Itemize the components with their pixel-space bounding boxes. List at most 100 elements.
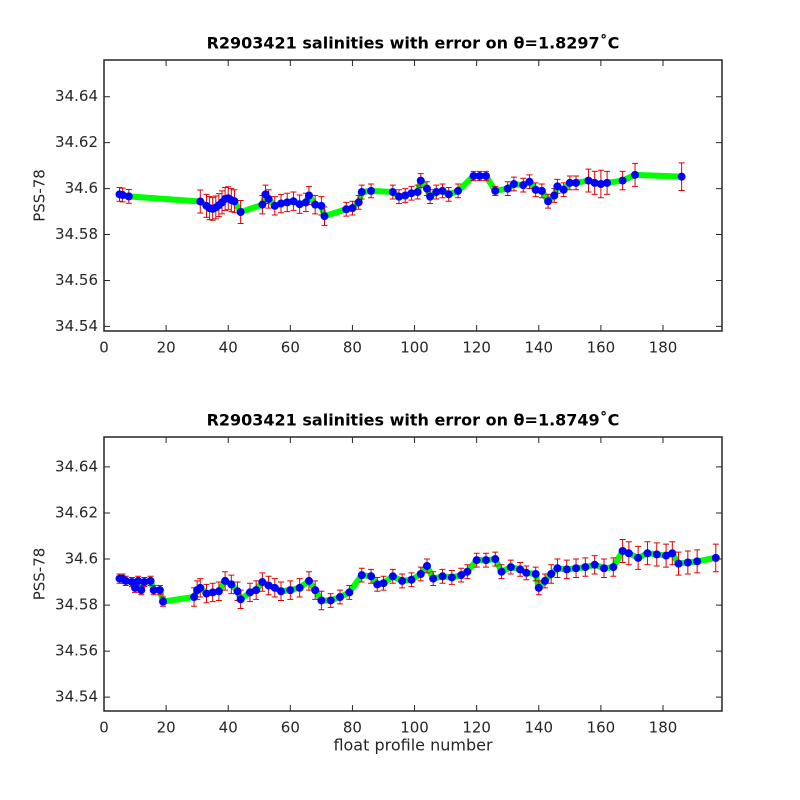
x-tick-label: 0 bbox=[99, 719, 109, 737]
marker bbox=[277, 199, 286, 208]
marker bbox=[674, 559, 683, 568]
marker bbox=[581, 563, 590, 572]
marker bbox=[336, 593, 345, 602]
marker bbox=[227, 580, 236, 589]
marker bbox=[565, 178, 574, 187]
marker bbox=[124, 192, 133, 201]
x-tick-label: 80 bbox=[343, 339, 362, 357]
marker bbox=[304, 576, 313, 585]
marker bbox=[367, 572, 376, 581]
marker bbox=[264, 581, 273, 590]
x-axis-label: float profile number bbox=[333, 736, 493, 755]
marker bbox=[258, 200, 267, 209]
x-tick-label: 60 bbox=[281, 719, 300, 737]
marker bbox=[469, 171, 478, 180]
marker bbox=[304, 191, 313, 200]
marker bbox=[432, 188, 441, 197]
marker bbox=[134, 576, 143, 585]
marker bbox=[311, 586, 320, 595]
marker bbox=[497, 567, 506, 576]
marker bbox=[553, 182, 562, 191]
chart-title: R2903421 salinities with error on θ=1.82… bbox=[207, 34, 620, 53]
marker bbox=[289, 197, 298, 206]
marker bbox=[562, 565, 571, 574]
marker bbox=[252, 586, 261, 595]
marker bbox=[544, 197, 553, 206]
marker bbox=[590, 560, 599, 569]
marker bbox=[326, 596, 335, 605]
marker bbox=[131, 583, 140, 592]
x-tick-label: 40 bbox=[219, 719, 238, 737]
y-tick-label: 34.64 bbox=[55, 87, 98, 105]
marker bbox=[426, 192, 435, 201]
marker bbox=[146, 576, 155, 585]
marker bbox=[413, 188, 422, 197]
marker bbox=[416, 176, 425, 185]
marker bbox=[444, 190, 453, 199]
marker bbox=[599, 564, 608, 573]
marker bbox=[221, 576, 230, 585]
marker bbox=[345, 588, 354, 597]
marker bbox=[509, 180, 518, 189]
marker bbox=[531, 570, 540, 578]
y-axis-label: PSS-78 bbox=[31, 169, 49, 222]
marker bbox=[270, 201, 279, 210]
marker bbox=[553, 564, 562, 573]
x-tick-label: 160 bbox=[587, 719, 616, 737]
marker bbox=[463, 567, 472, 576]
marker bbox=[277, 587, 286, 596]
x-tick-label: 120 bbox=[462, 339, 491, 357]
y-tick-label: 34.58 bbox=[55, 596, 98, 614]
marker bbox=[584, 176, 593, 185]
y-tick-label: 34.58 bbox=[55, 225, 98, 243]
marker bbox=[149, 586, 158, 595]
chart-title: R2903421 salinities with error on θ=1.87… bbox=[207, 411, 620, 430]
marker bbox=[572, 178, 581, 187]
marker bbox=[475, 171, 484, 180]
marker bbox=[634, 553, 643, 562]
x-tick-label: 160 bbox=[587, 339, 616, 357]
marker bbox=[438, 572, 447, 581]
marker bbox=[388, 188, 397, 197]
x-tick-label: 180 bbox=[649, 719, 678, 737]
marker bbox=[457, 571, 466, 580]
marker bbox=[233, 587, 242, 596]
marker bbox=[245, 588, 254, 597]
marker bbox=[283, 198, 292, 207]
y-tick-label: 34.56 bbox=[55, 271, 98, 289]
marker bbox=[121, 576, 130, 585]
marker bbox=[472, 556, 481, 565]
marker bbox=[618, 176, 627, 185]
marker bbox=[407, 575, 416, 584]
marker bbox=[693, 557, 702, 566]
marker bbox=[270, 583, 279, 592]
marker bbox=[342, 205, 351, 214]
marker bbox=[537, 186, 546, 195]
marker bbox=[317, 596, 326, 605]
x-tick-label: 140 bbox=[524, 719, 553, 737]
marker bbox=[202, 589, 211, 598]
marker bbox=[550, 191, 559, 200]
marker bbox=[429, 574, 438, 583]
marker bbox=[516, 565, 525, 574]
marker bbox=[236, 595, 245, 604]
plot-area bbox=[104, 437, 722, 711]
marker bbox=[357, 188, 366, 197]
marker bbox=[491, 186, 500, 195]
marker bbox=[159, 597, 168, 606]
marker bbox=[624, 549, 633, 558]
marker bbox=[711, 553, 720, 562]
x-tick-label: 120 bbox=[462, 719, 491, 737]
marker bbox=[388, 572, 397, 581]
marker bbox=[662, 551, 671, 560]
marker bbox=[481, 556, 490, 565]
marker bbox=[590, 178, 599, 187]
x-tick-label: 60 bbox=[281, 339, 300, 357]
x-tick-label: 180 bbox=[649, 339, 678, 357]
x-tick-label: 0 bbox=[99, 339, 109, 357]
marker bbox=[609, 563, 618, 572]
marker bbox=[603, 178, 612, 187]
marker bbox=[416, 570, 425, 578]
